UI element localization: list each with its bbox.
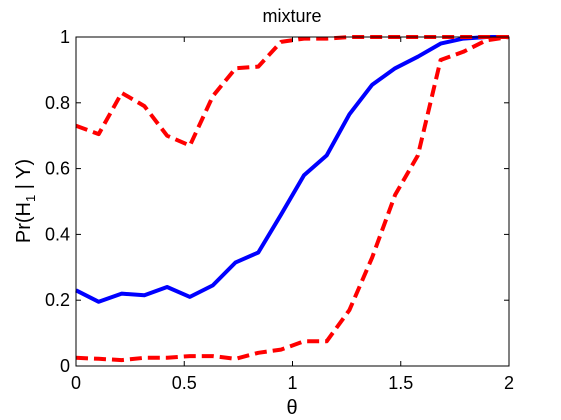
y-tick-label: 0.4 xyxy=(45,224,70,244)
y-axis-label-suffix: | Y) xyxy=(13,159,35,195)
series-line-3 xyxy=(75,35,510,363)
y-tick-label: 0.2 xyxy=(45,290,70,310)
plot-area xyxy=(76,37,509,366)
y-tick-label: 0 xyxy=(60,356,70,376)
x-tick-label: 2 xyxy=(504,373,514,393)
y-axis-ticks: 0 0.2 0.4 0.6 0.8 1 xyxy=(45,27,509,376)
x-axis-ticks: 0 0.5 1 1.5 2 xyxy=(71,37,514,393)
x-tick-label: 1 xyxy=(287,373,297,393)
y-axis-label-main: Pr(H xyxy=(13,202,35,243)
x-axis-label: θ xyxy=(286,397,297,419)
x-tick-label: 0 xyxy=(71,373,81,393)
x-tick-label: 1.5 xyxy=(388,373,413,393)
series-line-1 xyxy=(75,35,509,304)
series-layer xyxy=(75,35,510,363)
y-tick-label: 0.6 xyxy=(45,159,70,179)
x-tick-label: 0.5 xyxy=(172,373,197,393)
chart-title: mixture xyxy=(262,6,321,26)
y-tick-label: 0.8 xyxy=(45,93,70,113)
y-tick-label: 1 xyxy=(60,27,70,47)
y-axis-label: Pr(H1 | Y) xyxy=(13,159,38,243)
y-axis-label-subscript: 1 xyxy=(23,195,38,202)
